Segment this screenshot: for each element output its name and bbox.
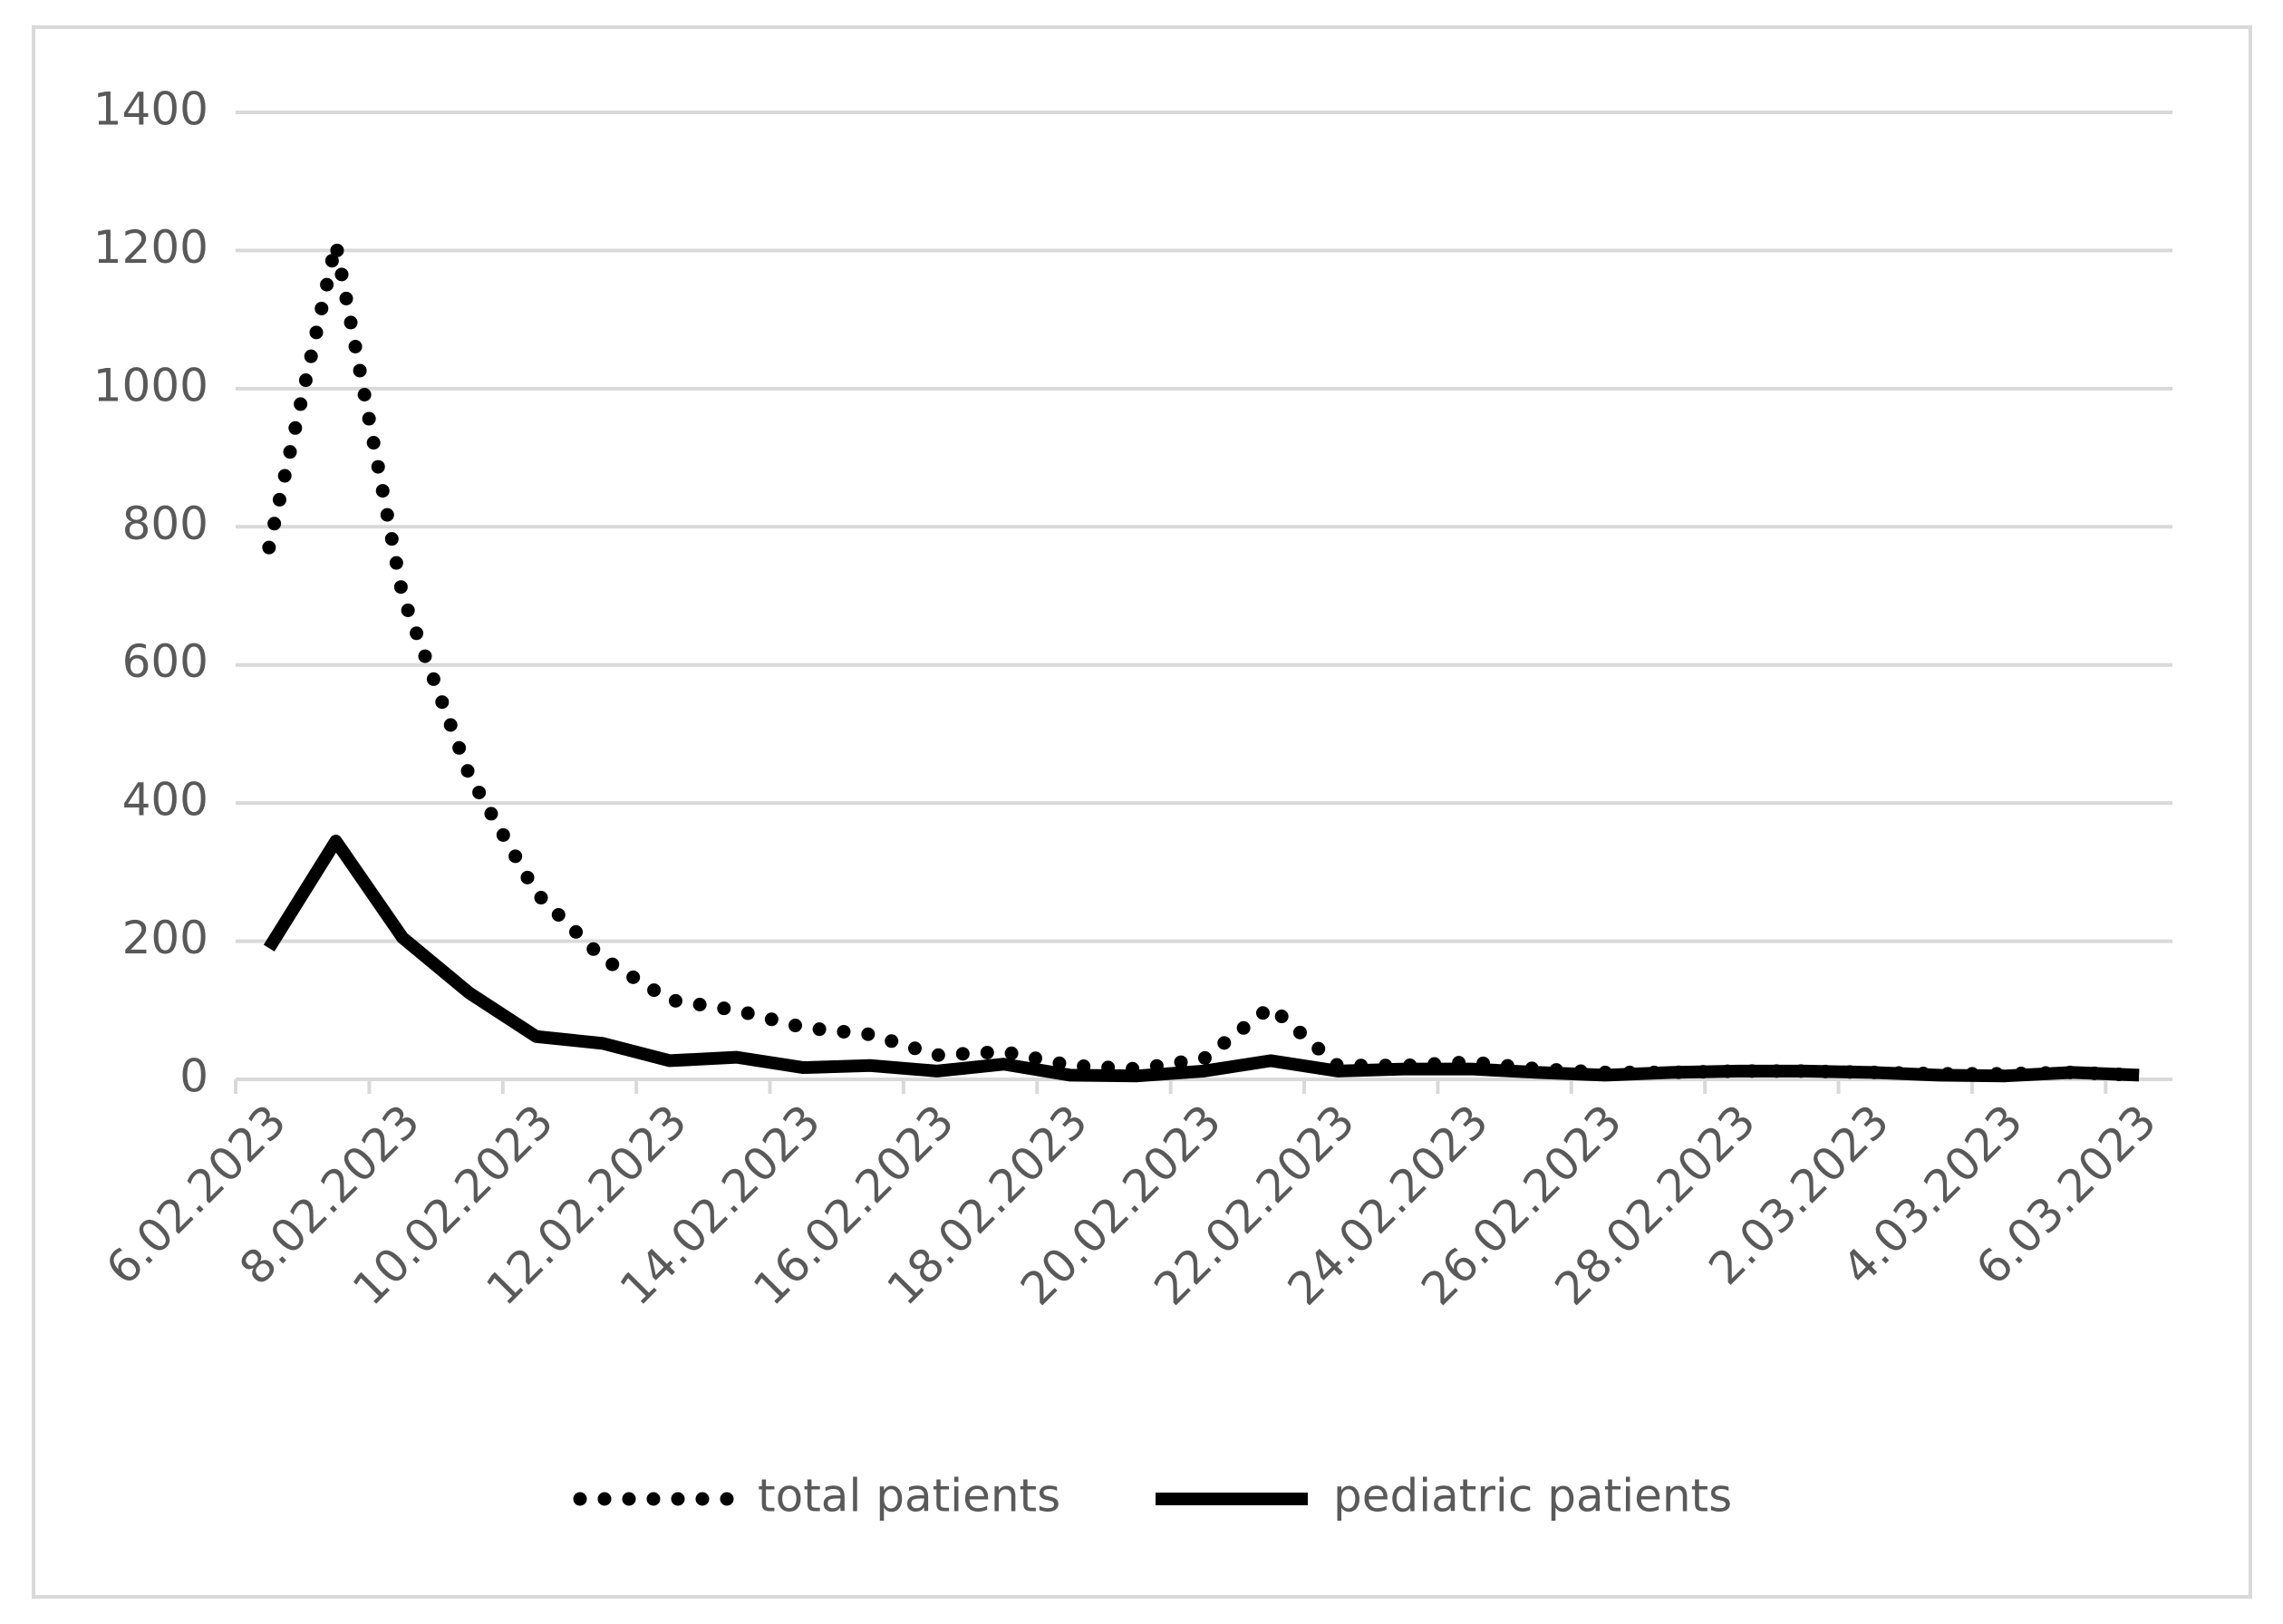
chart-border [32,25,2252,1599]
y-tick-label: 0 [179,1050,208,1103]
legend-label: total patients [758,1470,1060,1522]
y-tick-label: 200 [122,912,208,964]
y-tick-label: 800 [122,498,208,550]
series-line [263,835,2140,1083]
y-tick-label: 1000 [93,359,208,411]
legend-label: pediatric patients [1333,1470,1732,1522]
y-tick-label: 1400 [93,83,208,136]
y-tick-label: 400 [122,774,208,826]
y-tick-label: 1200 [93,221,208,274]
y-tick-label: 600 [122,635,208,688]
